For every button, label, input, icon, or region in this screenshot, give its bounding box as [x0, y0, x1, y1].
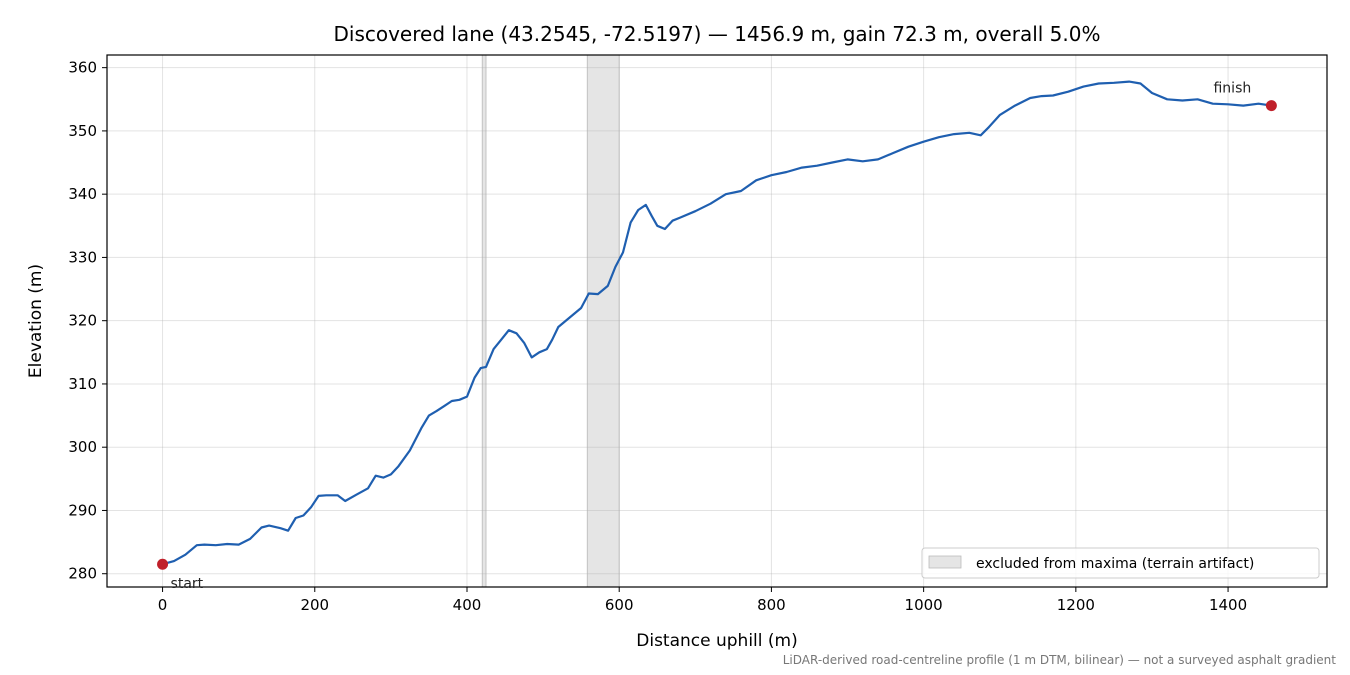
footnote: LiDAR-derived road-centreline profile (1…: [783, 653, 1337, 667]
y-tick-label: 300: [68, 438, 97, 456]
y-tick-label: 310: [68, 375, 97, 393]
start-annotation: start: [171, 576, 204, 592]
legend-band-label: excluded from maxima (terrain artifact): [976, 556, 1254, 572]
x-tick-label: 1000: [905, 596, 943, 614]
finish-point: [1265, 100, 1277, 112]
x-tick-label: 0: [158, 596, 168, 614]
y-tick-label: 290: [68, 501, 97, 519]
y-tick-label: 320: [68, 312, 97, 330]
elevation-line: [161, 80, 1273, 566]
legend: excluded from maxima (terrain artifact): [921, 547, 1320, 579]
x-tick-label: 1400: [1209, 596, 1247, 614]
x-tick-label: 800: [757, 596, 786, 614]
chart-title: Discovered lane (43.2545, -72.5197) — 14…: [333, 22, 1100, 46]
x-tick-label: 1200: [1057, 596, 1095, 614]
y-tick-label: 350: [68, 122, 97, 140]
axis-ticks: 0 200 400 600 800 1000 1200 1400 280 290 300 310 320…: [68, 59, 1247, 614]
y-axis-label: Elevation (m): [26, 264, 46, 378]
y-tick-label: 340: [68, 185, 97, 203]
y-tick-label: 330: [68, 248, 97, 266]
point-annotations: start finish: [171, 81, 1252, 593]
y-tick-label: 280: [68, 565, 97, 583]
x-tick-label: 600: [605, 596, 634, 614]
start-point: [157, 558, 169, 570]
x-tick-label: 200: [300, 596, 329, 614]
y-tick-label: 360: [68, 59, 97, 77]
legend-swatch: [928, 555, 962, 569]
series-group: [157, 80, 1277, 570]
x-axis-label: Distance uphill (m): [636, 631, 797, 651]
excluded-bands: [481, 54, 620, 588]
grid-lines: [107, 55, 1327, 587]
x-tick-label: 400: [453, 596, 482, 614]
finish-annotation: finish: [1213, 81, 1251, 97]
excluded-band-2: [586, 54, 620, 588]
legend-box: [921, 547, 1320, 579]
